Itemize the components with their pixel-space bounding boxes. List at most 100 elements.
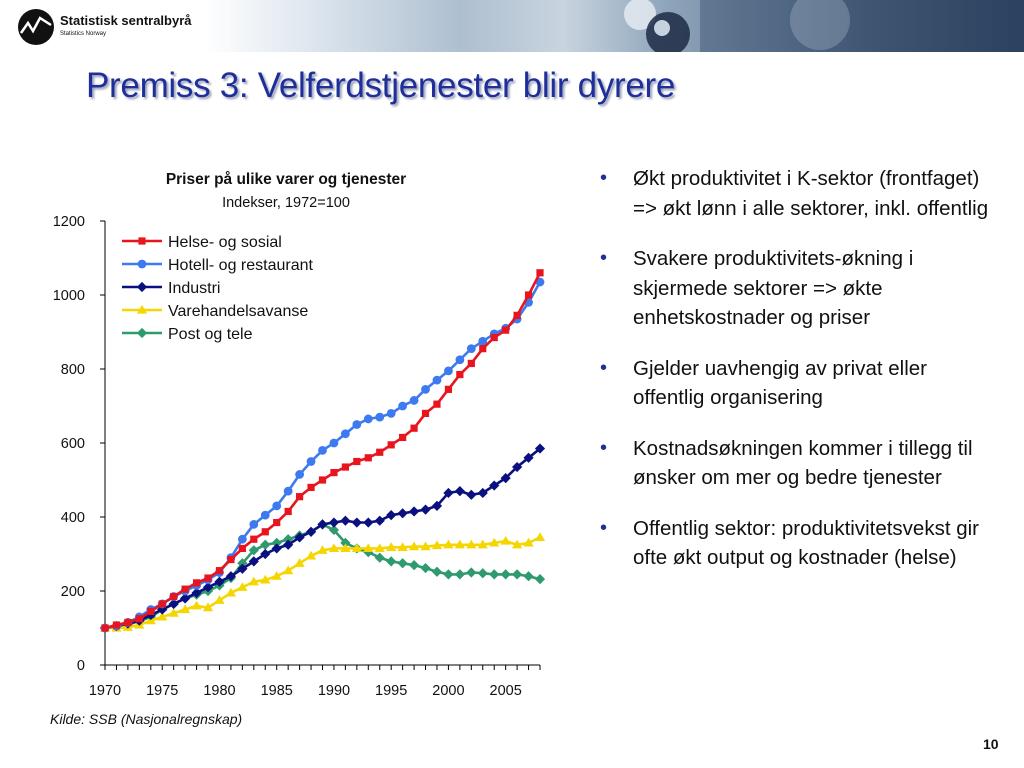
header-banner: Statistisk sentralbyrå Statistics Norway [0,0,1024,52]
data-point [410,424,418,432]
data-point [534,574,546,585]
data-point [272,501,282,511]
legend-label: Hotell- og restaurant [168,257,314,274]
data-point [443,487,454,499]
data-point [353,457,361,466]
data-point [341,463,349,471]
data-point [135,615,143,623]
data-point [138,237,146,245]
data-point [328,543,340,553]
x-tick-label: 1975 [146,683,178,699]
data-point [443,569,454,580]
data-point [409,396,419,405]
decor-band [700,0,1024,52]
data-point [397,558,408,569]
series-line [104,447,541,630]
data-point [328,517,340,528]
data-point [479,345,487,353]
data-point [477,568,488,579]
bullet-item: • Gjelder uavhengig av privat eller offen… [600,354,1000,413]
x-tick-label: 1970 [89,683,121,699]
data-point [214,576,225,587]
ssb-logo-icon [18,9,54,45]
data-point [158,600,166,608]
legend-label: Varehandelsavanse [168,303,308,320]
data-point [363,543,374,553]
data-point [168,598,179,610]
bullet-text: Svakere produktivitets-økning i skjermed… [633,247,914,329]
y-tick-label: 800 [61,362,85,378]
data-point [408,560,420,571]
data-point [386,409,396,418]
data-point [398,401,408,411]
data-point [204,574,212,582]
decor-circle [624,0,656,30]
data-point [523,537,534,547]
y-tick-label: 400 [61,510,85,526]
chart-title: Priser på ulike varer og tjenester [166,171,406,188]
bullet-item: • Kostnadsøkningen kommer i tillegg til ø… [600,434,1000,493]
data-point [443,539,454,549]
bullet-dot-icon: • [600,247,608,269]
data-point [421,409,430,417]
slide-title: Premiss 3: Velferdstjenester blir dyrere [86,66,676,105]
decor-circle [790,0,850,50]
data-point [328,524,340,536]
data-point [363,517,374,528]
data-point [271,571,282,580]
data-point [147,607,155,615]
data-point [180,593,191,604]
data-point [306,457,316,466]
data-point [454,569,465,580]
data-point [489,569,500,580]
org-name: Statistisk sentralbyrå [60,13,192,28]
data-point [489,480,500,491]
data-point [124,618,132,627]
data-point [431,540,443,550]
data-point [500,473,511,484]
legend-box [116,225,368,343]
data-point [168,608,179,617]
data-point [340,515,351,526]
bullet-dot-icon: • [600,436,608,459]
data-point [261,528,269,536]
data-point [456,370,464,379]
y-tick-label: 1200 [53,214,85,230]
data-point [317,545,328,554]
data-point [191,600,202,610]
data-point [227,555,235,564]
bullet-text: Kostnadsøkningen kommer i tillegg til øn… [633,436,973,490]
data-point [502,326,510,334]
data-point [260,574,271,584]
data-point [351,517,362,528]
data-point [237,582,248,591]
data-point [284,507,292,516]
data-point [432,375,442,385]
data-point [363,414,373,424]
data-point [477,539,488,549]
data-point [374,543,385,553]
data-point [191,587,202,598]
data-point [296,493,304,501]
data-point [467,359,475,368]
data-point [294,532,305,543]
data-point [192,579,201,587]
data-point [397,508,408,519]
page-number: 10 [983,736,999,752]
data-point [248,576,259,586]
legend-label: Post og tele [168,326,253,343]
data-point [466,344,476,354]
y-tick-label: 600 [61,436,85,452]
data-point [433,400,441,408]
chart-container: Priser på ulike varer og tjenester Indeks… [28,155,552,738]
data-point [512,569,523,580]
data-point [376,448,384,456]
chart-subtitle: Indekser, 1972=100 [222,195,350,211]
x-tick-label: 1980 [203,683,235,699]
data-point [387,441,395,449]
data-point [386,542,397,551]
data-point [352,420,362,429]
data-point [455,355,465,365]
data-point [294,558,305,567]
x-tick-label: 2005 [490,683,522,699]
